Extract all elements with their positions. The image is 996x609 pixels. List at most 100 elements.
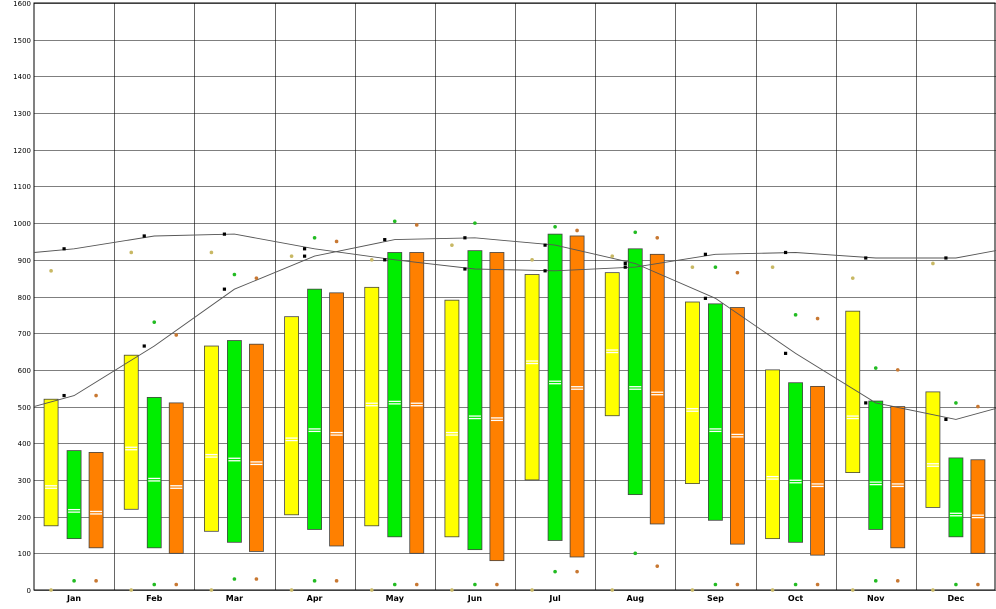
y-tick-label: 100 xyxy=(18,550,31,558)
outlier-dot xyxy=(414,582,419,587)
trend-marker xyxy=(944,256,948,260)
outlier-dot xyxy=(976,582,980,587)
trend-marker xyxy=(703,252,708,256)
box xyxy=(708,303,723,521)
outlier-dot xyxy=(473,221,477,225)
outlier-dot xyxy=(72,579,76,583)
outlier-dot xyxy=(289,588,294,592)
trend-marker xyxy=(302,254,307,258)
box xyxy=(868,400,884,530)
y-tick-label: 1400 xyxy=(13,73,31,81)
box xyxy=(146,396,162,549)
outlier-dot xyxy=(850,276,855,280)
outlier-dot xyxy=(495,582,499,587)
trend-marker xyxy=(623,261,627,266)
x-tick-label: Jun xyxy=(467,594,483,603)
outlier-dot xyxy=(713,582,718,587)
outlier-dot xyxy=(414,223,419,227)
box-layer xyxy=(43,233,986,562)
y-tick-label: 1500 xyxy=(13,37,31,45)
trend-marker xyxy=(222,232,227,236)
outlier-dot xyxy=(450,588,454,592)
box xyxy=(204,345,219,532)
outlier-dot xyxy=(530,258,534,262)
outlier-dot xyxy=(954,401,958,405)
y-tick-label: 700 xyxy=(18,330,31,338)
box xyxy=(765,369,780,540)
trend-marker xyxy=(302,247,307,251)
outlier-dot xyxy=(369,258,374,262)
outlier-dot xyxy=(392,582,397,587)
trend-marker xyxy=(543,269,547,273)
outlier-dot xyxy=(254,577,259,581)
outlier-dot xyxy=(633,551,638,556)
outlier-dot xyxy=(530,588,534,592)
outlier-dot xyxy=(815,316,820,321)
box xyxy=(123,354,139,510)
outlier-dot xyxy=(209,250,214,255)
box xyxy=(788,382,803,543)
box xyxy=(43,398,59,527)
box xyxy=(387,252,403,538)
y-tick-label: 800 xyxy=(18,294,31,302)
outlier-dot xyxy=(931,261,935,266)
box xyxy=(890,406,906,549)
outlier-dot xyxy=(129,588,134,592)
x-tick-label: Mar xyxy=(226,594,243,603)
x-tick-label: Jul xyxy=(548,594,561,603)
box xyxy=(810,385,825,556)
x-tick-label: Oct xyxy=(788,594,804,603)
y-tick-label: 1600 xyxy=(13,0,31,8)
box xyxy=(444,299,460,538)
box xyxy=(489,252,505,562)
trend-marker xyxy=(142,234,146,238)
trend-line xyxy=(33,237,996,420)
box xyxy=(845,310,861,473)
outlier-dot xyxy=(690,588,695,592)
y-tick-label: 400 xyxy=(18,440,31,448)
y-tick-label: 900 xyxy=(18,257,31,265)
x-tick-label: Dec xyxy=(948,594,965,603)
outlier-dot xyxy=(954,582,958,587)
trend-marker xyxy=(383,238,387,242)
trend-marker xyxy=(623,265,627,269)
x-tick-label: Feb xyxy=(146,594,163,603)
outlier-dot xyxy=(49,269,53,273)
outlier-dot xyxy=(931,588,935,592)
box xyxy=(604,272,620,417)
outlier-dot xyxy=(129,250,134,255)
outlier-dot xyxy=(94,579,98,583)
outlier-dot xyxy=(334,239,339,244)
outlier-dot xyxy=(392,219,397,224)
box xyxy=(467,250,483,551)
box xyxy=(329,292,344,547)
x-tick-label: Aug xyxy=(626,594,644,603)
box xyxy=(524,274,540,481)
trend-marker xyxy=(383,258,387,262)
outlier-dot xyxy=(94,393,98,398)
trend-line-layer xyxy=(33,232,996,422)
y-tick-label: 1200 xyxy=(13,147,31,155)
x-tick-label: Apr xyxy=(307,594,323,603)
outlier-dot xyxy=(873,579,878,583)
outlier-dot xyxy=(369,588,374,592)
outlier-dot xyxy=(232,577,237,581)
box xyxy=(627,248,643,496)
outlier-dot xyxy=(450,243,454,247)
box xyxy=(649,253,665,525)
y-tick-label: 1100 xyxy=(13,183,31,191)
outlier-dot xyxy=(850,588,855,592)
trend-marker xyxy=(864,401,868,405)
outlier-dot xyxy=(312,579,317,583)
trend-marker xyxy=(62,393,66,398)
outlier-dot xyxy=(254,276,259,280)
box xyxy=(88,452,104,549)
trend-marker xyxy=(222,287,227,291)
outlier-dot xyxy=(610,254,615,258)
outlier-dot xyxy=(575,228,579,233)
outlier-dot xyxy=(553,224,557,229)
outlier-dot xyxy=(873,366,878,370)
box xyxy=(284,316,299,516)
